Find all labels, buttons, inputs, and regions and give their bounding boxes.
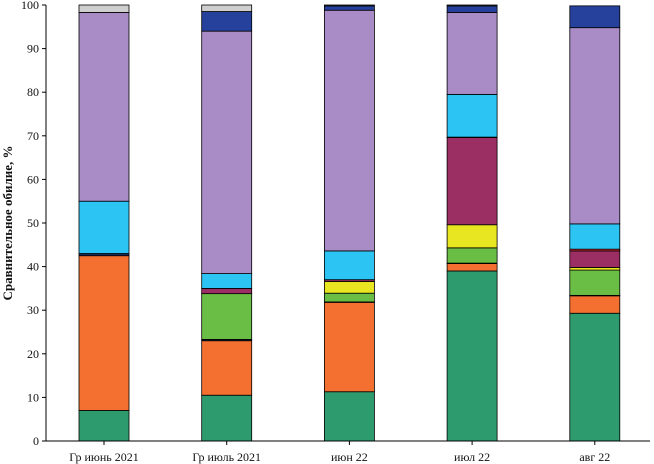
- x-tick-labels: Гр июнь 2021 Гр июль 2021 июн 22 июл 22 авг …: [69, 441, 610, 464]
- bar-stack: [201, 4, 253, 442]
- bar-segment-s2: [446, 263, 498, 272]
- bar-segment-s10: [323, 5, 375, 11]
- bar-stack: [446, 4, 498, 442]
- y-tick-label: 60: [27, 172, 39, 186]
- bar-segment-s9: [323, 9, 375, 252]
- x-tick-label: июн 22: [331, 450, 368, 464]
- bar-segment-s1: [446, 270, 498, 442]
- bar-segment-s6: [201, 287, 253, 295]
- bar-segment-s10: [569, 5, 621, 29]
- bar-segment-s8: [78, 200, 130, 254]
- bar-segment-s2: [201, 340, 253, 396]
- y-tick-label: 20: [27, 347, 39, 361]
- bar-segment-s2: [323, 301, 375, 393]
- y-tick-label: 50: [27, 216, 39, 230]
- bar-segment-s4: [569, 269, 621, 296]
- bar-stack: [78, 4, 130, 442]
- bar-segment-s9: [201, 30, 253, 274]
- bar-segment-s8: [323, 250, 375, 281]
- y-tick-label: 100: [21, 0, 39, 12]
- bar-segment-s2: [569, 295, 621, 314]
- bar-segment-s10: [446, 5, 498, 13]
- bar-stack: [569, 5, 621, 442]
- y-tick-label: 70: [27, 129, 39, 143]
- bar-segment-s6: [569, 250, 621, 268]
- y-tick-label: 0: [33, 434, 39, 448]
- y-ticks: 0 10 20 30 40 50 60 70 80 90 100: [21, 0, 46, 448]
- bar-segment-s1: [201, 394, 253, 442]
- bar-segment-s1: [569, 312, 621, 442]
- bar-segment-s4: [446, 247, 498, 264]
- bar-segment-s8: [569, 223, 621, 250]
- x-tick-label: Гр июль 2021: [192, 450, 261, 464]
- x-tick-label: июл 22: [454, 450, 490, 464]
- y-tick-label: 40: [27, 260, 39, 274]
- bar-segment-s4: [201, 293, 253, 340]
- bar-segment-s6: [446, 137, 498, 226]
- x-tick-label: Гр июнь 2021: [69, 450, 138, 464]
- y-tick-label: 90: [27, 42, 39, 56]
- y-tick-label: 30: [27, 303, 39, 317]
- bar-segment-s4: [323, 292, 375, 303]
- bar-segment-s11: [201, 4, 253, 12]
- bar-segment-s9: [446, 12, 498, 95]
- y-tick-label: 80: [27, 85, 39, 99]
- bar-segment-s8: [201, 273, 253, 289]
- bar-stack: [323, 4, 375, 442]
- bar-segment-s1: [78, 410, 130, 442]
- bar-segment-s5: [323, 281, 375, 294]
- bar-segment-s1: [323, 391, 375, 442]
- bars-layer: [78, 4, 621, 442]
- x-tick-label: авг 22: [579, 450, 610, 464]
- y-tick-label: 10: [27, 390, 39, 404]
- y-axis-label: Сравнительное обилие, %: [0, 146, 15, 301]
- bar-segment-s9: [569, 27, 621, 225]
- bar-segment-s9: [78, 12, 130, 202]
- bar-segment-s11: [323, 4, 375, 7]
- bar-segment-s2: [78, 255, 130, 411]
- bar-segment-s11: [446, 4, 498, 7]
- bar-segment-s5: [446, 224, 498, 249]
- bar-segment-s10: [201, 11, 253, 32]
- bar-segment-s11: [78, 4, 130, 13]
- bar-segment-s8: [446, 93, 498, 138]
